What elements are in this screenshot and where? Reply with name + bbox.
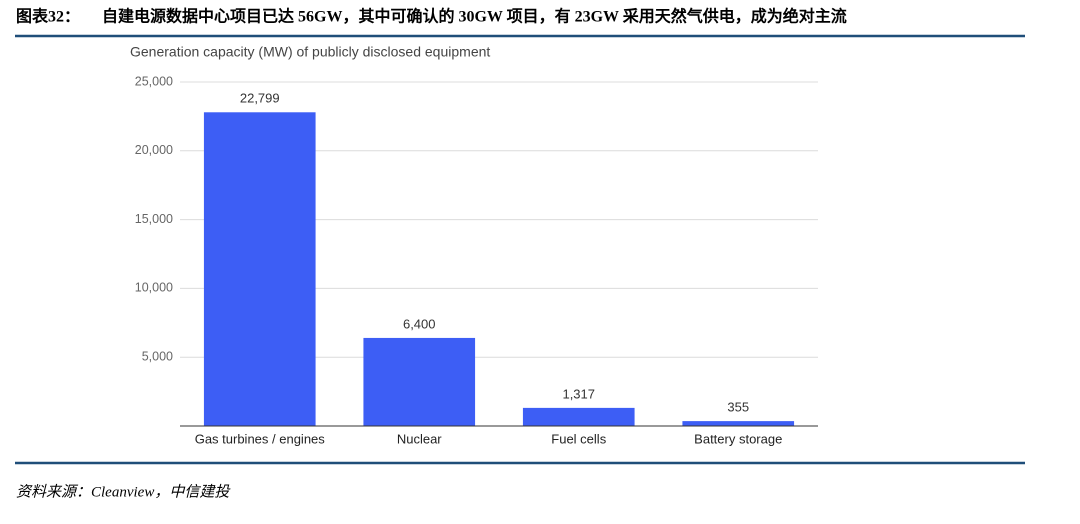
- chart-title: Generation capacity (MW) of publicly dis…: [130, 44, 490, 60]
- figure-label: 图表32：: [16, 7, 80, 26]
- figure-title: 自建电源数据中心项目已达 56GW，其中可确认的 30GW 项目，有 23GW …: [102, 7, 847, 26]
- value-label: 6,400: [403, 316, 436, 331]
- value-label: 1,317: [562, 386, 595, 401]
- source-note: 资料来源：Cleanview，中信建投: [16, 483, 231, 500]
- bar: [203, 112, 316, 426]
- y-tick-label: 5,000: [142, 349, 173, 363]
- y-tick-label: 10,000: [135, 281, 173, 295]
- bar: [522, 407, 635, 426]
- y-tick-label: 20,000: [135, 143, 173, 157]
- x-tick-label: Nuclear: [397, 431, 442, 446]
- value-label: 22,799: [240, 91, 280, 106]
- value-label: 355: [727, 400, 749, 415]
- bar: [363, 337, 476, 426]
- x-tick-label: Gas turbines / engines: [195, 431, 326, 446]
- x-tick-label: Fuel cells: [551, 431, 606, 446]
- x-tick-label: Battery storage: [694, 431, 782, 446]
- y-tick-label: 25,000: [135, 74, 173, 88]
- bar: [682, 421, 795, 426]
- y-tick-label: 15,000: [135, 212, 173, 226]
